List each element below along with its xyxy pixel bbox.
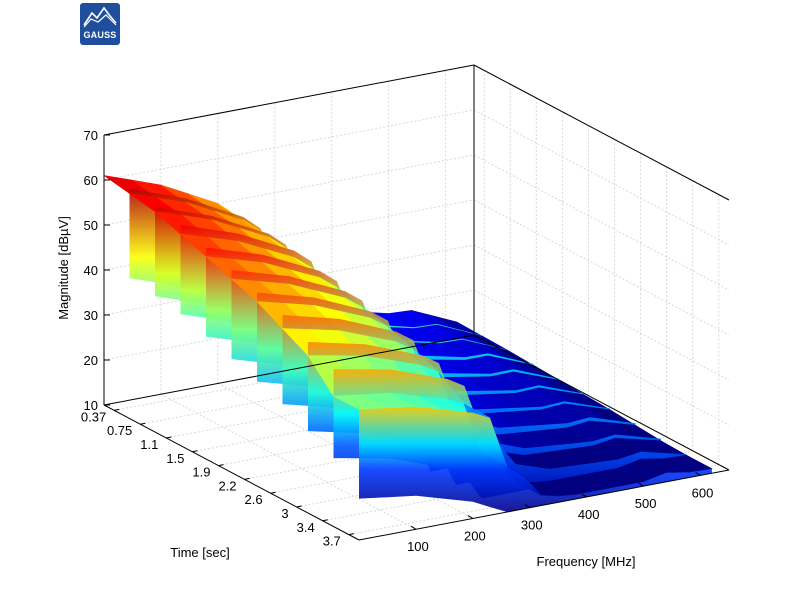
time-tick <box>270 491 276 494</box>
time-tick-label: 2.2 <box>218 478 236 493</box>
freq-tick <box>581 493 587 498</box>
axis-line <box>103 64 475 136</box>
axes-box <box>103 64 730 541</box>
z-tick-label: 10 <box>84 398 98 413</box>
grid-line <box>103 154 475 226</box>
axis-line <box>358 469 730 541</box>
time-tick <box>114 408 120 411</box>
time-tick-label: 2.6 <box>245 492 263 507</box>
gauss-logo: GAUSS <box>80 3 120 45</box>
grid-line <box>103 199 475 271</box>
freq-tick-label: 300 <box>521 518 543 533</box>
freq-tick-label: 600 <box>692 485 714 500</box>
time-tick-label: 0.75 <box>107 423 132 438</box>
grid-line <box>473 289 730 426</box>
surface-mesh <box>103 175 713 512</box>
x-axis-label: Frequency [MHz] <box>537 554 636 569</box>
time-tick-label: 1.1 <box>140 437 158 452</box>
z-tick-label: 20 <box>84 353 98 368</box>
time-tick-label: 1.9 <box>192 465 210 480</box>
freq-tick <box>638 482 644 487</box>
time-tick-label: 3 <box>281 506 288 521</box>
freq-tick-label: 200 <box>464 528 486 543</box>
z-tick-label: 40 <box>84 263 98 278</box>
time-tick-label: 0.37 <box>81 409 106 424</box>
z-tick-label: 70 <box>84 128 98 143</box>
freq-tick <box>467 515 474 519</box>
freq-tick <box>695 471 701 476</box>
time-tick <box>140 422 146 425</box>
axis-line <box>473 64 730 201</box>
time-tick <box>348 533 354 536</box>
z-tick-label: 30 <box>84 308 98 323</box>
freq-tick-label: 400 <box>578 507 600 522</box>
time-tick-label: 1.5 <box>166 451 184 466</box>
time-tick <box>166 436 172 439</box>
grid-line <box>103 109 475 181</box>
z-tick-label: 60 <box>84 173 98 188</box>
grid-line <box>160 393 417 530</box>
time-tick <box>322 519 328 522</box>
logo-text: GAUSS <box>83 30 117 40</box>
grid-line <box>473 244 730 381</box>
grid-line <box>473 154 730 291</box>
freq-tick <box>410 525 417 530</box>
time-tick-label: 3.4 <box>297 520 315 535</box>
z-axis-label: Magnitude [dBµV] <box>56 216 71 320</box>
time-tick <box>296 505 302 508</box>
axis-line <box>103 404 360 541</box>
grid-line <box>473 199 730 336</box>
surface-curtain <box>359 406 712 512</box>
time-tick <box>244 477 250 480</box>
tick-labels: 10 20 30 40 50 60 70 0.370.75 1.1 1.5 1.9 2.2 2.6 3 3.… <box>81 128 714 554</box>
axis-line <box>473 334 730 471</box>
z-tick-label: 50 <box>84 218 98 233</box>
grid-line <box>473 109 730 246</box>
time-tick <box>218 464 224 467</box>
freq-tick-label: 100 <box>407 539 429 554</box>
y-axis-label: Time [sec] <box>170 545 229 560</box>
freq-tick-label: 500 <box>635 496 657 511</box>
time-tick-label: 3.7 <box>323 534 341 549</box>
time-tick <box>192 450 198 453</box>
freq-tick <box>524 504 531 509</box>
axis-line <box>103 334 475 406</box>
mountain-icon <box>83 6 117 28</box>
